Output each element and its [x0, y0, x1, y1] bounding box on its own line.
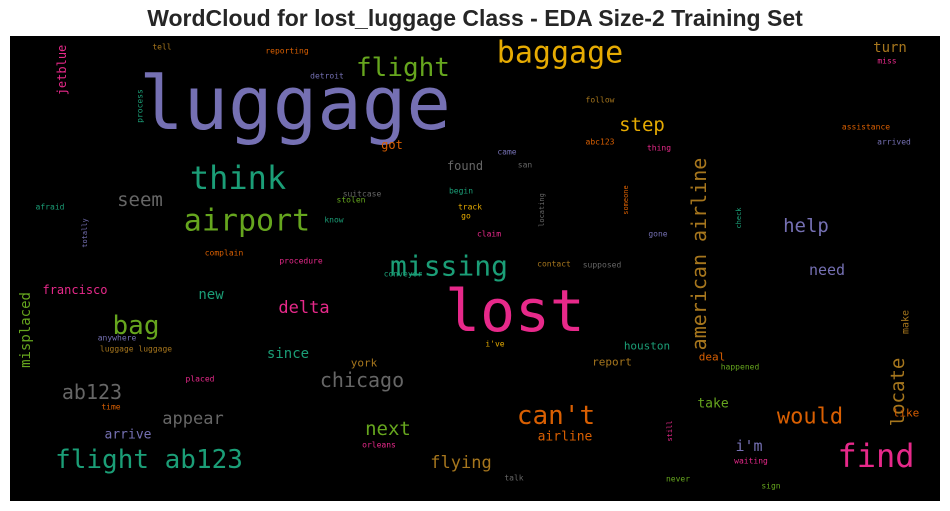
- word-detroit: detroit: [310, 72, 344, 81]
- word-francisco: francisco: [42, 283, 107, 297]
- word-jetblue: jetblue: [55, 45, 69, 96]
- word-came: came: [497, 148, 516, 157]
- word-happened: happened: [721, 363, 760, 372]
- word-got: got: [381, 138, 403, 152]
- word-assistance: assistance: [842, 123, 890, 132]
- word-someone: someone: [622, 185, 630, 215]
- word-found: found: [447, 159, 483, 173]
- word-gone: gone: [648, 230, 667, 239]
- word-report: report: [592, 356, 632, 369]
- word-stolen: stolen: [337, 196, 366, 205]
- word-lost: lost: [445, 277, 585, 345]
- wordcloud-svg: luggage lost baggage flight think airport miss…: [18, 36, 920, 491]
- word-procedure: procedure: [279, 257, 323, 266]
- word-take: take: [697, 397, 728, 412]
- word-houston: houston: [624, 340, 670, 353]
- word-miss: miss: [877, 57, 896, 66]
- word-find: find: [837, 437, 914, 475]
- word-american-airline: american airline: [687, 158, 711, 351]
- word-abc123: abc123: [586, 138, 615, 147]
- word-baggage: baggage: [497, 36, 623, 71]
- word-i-m: i'm: [735, 437, 762, 455]
- word-afraid: afraid: [36, 203, 65, 212]
- word-anywhere: anywhere: [98, 334, 137, 343]
- word-airline: airline: [538, 430, 593, 445]
- word-never: never: [666, 475, 690, 484]
- word-next: next: [365, 418, 411, 440]
- word-misplaced: misplaced: [18, 292, 34, 368]
- word-help: help: [783, 215, 829, 237]
- word-since: since: [267, 346, 309, 362]
- word-thing: thing: [647, 144, 671, 153]
- word-supposed: supposed: [583, 261, 622, 270]
- word-seem: seem: [117, 189, 163, 211]
- word-new: new: [198, 287, 224, 303]
- word-san: san: [518, 161, 533, 170]
- word-suitcase: suitcase: [343, 190, 382, 199]
- word-go: go: [461, 212, 471, 221]
- word-bag: bag: [113, 311, 160, 341]
- word-locating: locating: [538, 193, 546, 227]
- word-step: step: [619, 114, 665, 136]
- word-luggage: luggage: [139, 61, 451, 147]
- word-track: track: [458, 203, 482, 212]
- word-orleans: orleans: [362, 441, 396, 450]
- word-i-ve: i've: [485, 340, 504, 349]
- word-claim: claim: [477, 230, 501, 239]
- word-tell: tell: [152, 43, 171, 52]
- wordcloud-canvas: luggage lost baggage flight think airport miss…: [10, 36, 940, 501]
- word-york: york: [351, 357, 378, 370]
- word-flight-ab123: flight ab123: [55, 445, 243, 475]
- word-like: like: [893, 407, 920, 420]
- word-check: check: [735, 207, 743, 229]
- word-arrived: arrived: [877, 138, 911, 147]
- word-ab123: ab123: [62, 380, 122, 404]
- word-begin: begin: [449, 187, 473, 196]
- word-know: know: [324, 216, 343, 225]
- word-placed: placed: [186, 375, 215, 384]
- word-delta: delta: [278, 298, 329, 318]
- word-locate: locate: [887, 358, 909, 427]
- word-airport: airport: [184, 204, 310, 239]
- word-can-t: can't: [517, 401, 595, 431]
- word-talk: talk: [504, 474, 523, 483]
- word-waiting: waiting: [734, 457, 768, 466]
- word-still: still: [666, 420, 674, 441]
- word-arrive: arrive: [105, 428, 152, 443]
- word-think: think: [190, 159, 286, 197]
- word-flying: flying: [430, 453, 491, 473]
- word-turn: turn: [873, 40, 907, 56]
- word-missing: missing: [390, 250, 508, 283]
- word-contact: contact: [537, 260, 571, 269]
- word-process: process: [136, 89, 145, 123]
- word-complain: complain: [205, 249, 244, 258]
- word-make: make: [901, 310, 912, 334]
- word-reporting: reporting: [265, 47, 309, 56]
- word-luggage-luggage: luggage luggage: [100, 345, 172, 354]
- word-deal: deal: [699, 351, 726, 364]
- word-follow: follow: [586, 96, 615, 105]
- word-totally: totally: [81, 218, 89, 248]
- word-conveyor: conveyor: [384, 270, 423, 279]
- word-need: need: [809, 261, 845, 279]
- word-time: time: [101, 403, 120, 412]
- word-would: would: [777, 405, 843, 430]
- word-chicago: chicago: [320, 368, 404, 392]
- chart-title: WordCloud for lost_luggage Class - EDA S…: [147, 5, 803, 31]
- word-appear: appear: [162, 409, 223, 429]
- word-sign: sign: [761, 482, 780, 491]
- word-flight: flight: [356, 53, 450, 83]
